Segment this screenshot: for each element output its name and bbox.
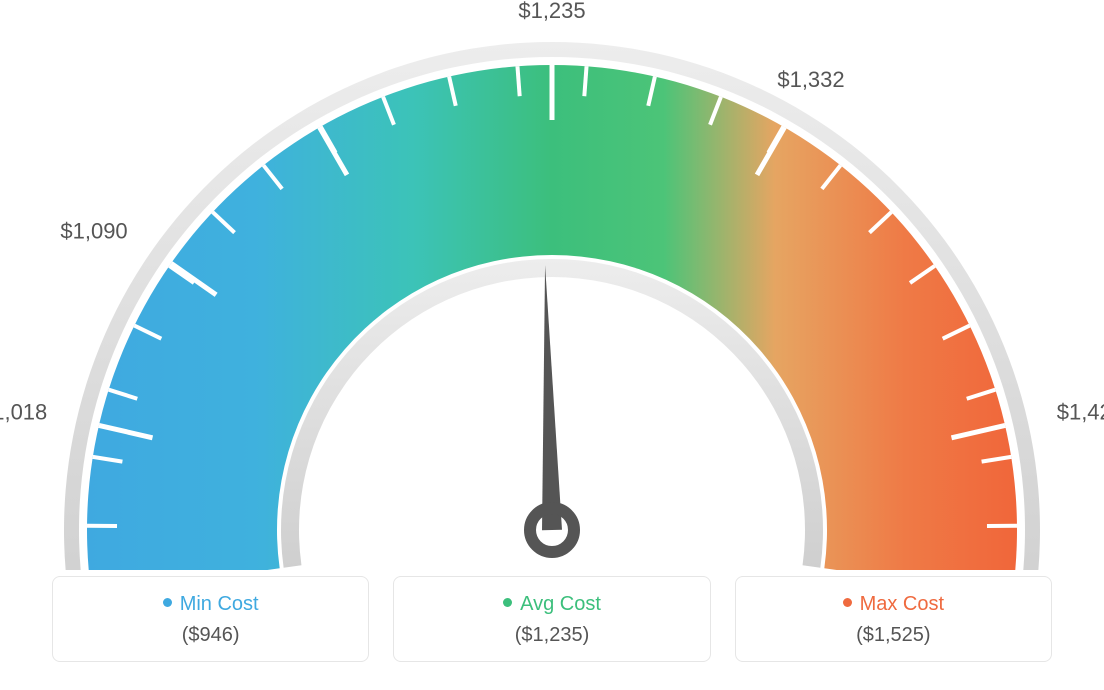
cost-gauge-chart: $946$1,018$1,090$1,235$1,332$1,429$1,525… xyxy=(0,0,1104,690)
gauge-tick-label: $1,235 xyxy=(518,0,585,23)
legend-value-min: ($946) xyxy=(63,624,358,647)
gauge-tick-label: $1,429 xyxy=(1057,399,1104,424)
gauge-tick-label: $1,018 xyxy=(0,399,47,424)
legend-title-avg: Avg Cost xyxy=(404,593,699,616)
legend-row: Min Cost ($946) Avg Cost ($1,235) Max Co… xyxy=(52,576,1052,662)
gauge-tick-label: $1,332 xyxy=(777,67,844,92)
legend-card-max: Max Cost ($1,525) xyxy=(735,576,1052,662)
gauge-tick-minor xyxy=(584,66,586,96)
legend-title-min: Min Cost xyxy=(63,593,358,616)
gauge-needle xyxy=(542,265,562,530)
legend-card-min: Min Cost ($946) xyxy=(52,576,369,662)
legend-title-max: Max Cost xyxy=(746,593,1041,616)
gauge-tick-label: $1,090 xyxy=(60,219,127,244)
legend-card-avg: Avg Cost ($1,235) xyxy=(393,576,710,662)
gauge-svg: $946$1,018$1,090$1,235$1,332$1,429$1,525 xyxy=(0,0,1104,570)
gauge-tick-minor xyxy=(517,66,519,96)
legend-value-max: ($1,525) xyxy=(746,624,1041,647)
legend-value-avg: ($1,235) xyxy=(404,624,699,647)
